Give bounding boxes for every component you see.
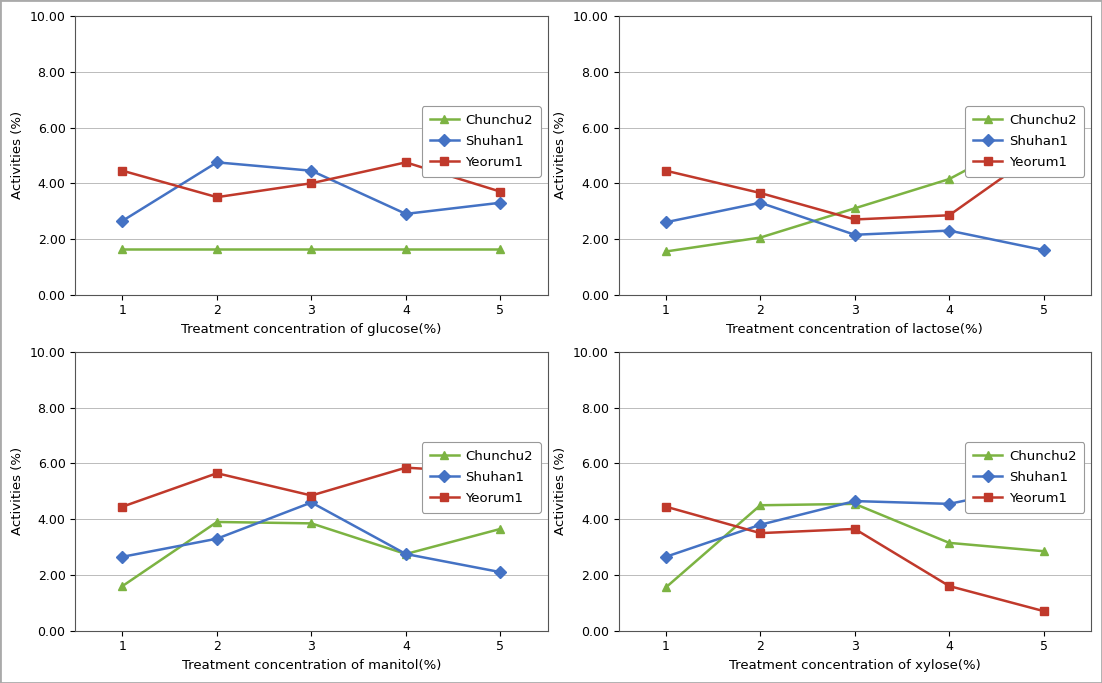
Shuhan1 xyxy=(116,553,129,561)
Yeorum1 xyxy=(116,167,129,175)
Chunchu2 xyxy=(210,518,224,526)
Chunchu2 xyxy=(754,234,767,242)
Y-axis label: Activities (%): Activities (%) xyxy=(11,447,24,535)
Line: Shuhan1: Shuhan1 xyxy=(661,480,1048,561)
Shuhan1 xyxy=(305,167,318,175)
X-axis label: Treatment concentration of manitol(%): Treatment concentration of manitol(%) xyxy=(182,659,441,672)
Yeorum1 xyxy=(754,529,767,538)
Shuhan1 xyxy=(1037,246,1050,254)
Shuhan1 xyxy=(305,499,318,507)
Chunchu2 xyxy=(494,245,507,253)
Yeorum1 xyxy=(399,464,412,472)
Yeorum1 xyxy=(754,189,767,197)
Yeorum1 xyxy=(305,179,318,187)
Legend: Chunchu2, Shuhan1, Yeorum1: Chunchu2, Shuhan1, Yeorum1 xyxy=(422,106,541,177)
Yeorum1 xyxy=(494,469,507,477)
Yeorum1 xyxy=(210,193,224,201)
Chunchu2 xyxy=(942,175,955,183)
Shuhan1 xyxy=(942,227,955,235)
Shuhan1 xyxy=(849,231,862,239)
Line: Chunchu2: Chunchu2 xyxy=(118,518,505,590)
Shuhan1 xyxy=(659,553,672,561)
Chunchu2 xyxy=(659,583,672,591)
Chunchu2 xyxy=(494,525,507,533)
Shuhan1 xyxy=(849,497,862,505)
Yeorum1 xyxy=(659,167,672,175)
Shuhan1 xyxy=(754,199,767,207)
Chunchu2 xyxy=(942,539,955,547)
Line: Chunchu2: Chunchu2 xyxy=(118,245,505,253)
Legend: Chunchu2, Shuhan1, Yeorum1: Chunchu2, Shuhan1, Yeorum1 xyxy=(422,442,541,513)
Yeorum1 xyxy=(849,525,862,533)
Line: Shuhan1: Shuhan1 xyxy=(118,499,505,576)
Yeorum1 xyxy=(399,158,412,167)
Shuhan1 xyxy=(494,568,507,576)
Yeorum1 xyxy=(305,491,318,499)
Shuhan1 xyxy=(399,550,412,558)
Y-axis label: Activities (%): Activities (%) xyxy=(554,447,568,535)
Chunchu2 xyxy=(399,550,412,558)
Shuhan1 xyxy=(942,500,955,508)
Chunchu2 xyxy=(659,247,672,255)
Chunchu2 xyxy=(849,500,862,508)
Chunchu2 xyxy=(116,582,129,590)
Line: Shuhan1: Shuhan1 xyxy=(661,199,1048,254)
Chunchu2 xyxy=(1037,125,1050,133)
Chunchu2 xyxy=(305,245,318,253)
Chunchu2 xyxy=(305,519,318,527)
Chunchu2 xyxy=(754,501,767,510)
Yeorum1 xyxy=(116,503,129,511)
Yeorum1 xyxy=(659,503,672,511)
Legend: Chunchu2, Shuhan1, Yeorum1: Chunchu2, Shuhan1, Yeorum1 xyxy=(965,106,1084,177)
Line: Chunchu2: Chunchu2 xyxy=(661,500,1048,591)
Shuhan1 xyxy=(494,199,507,207)
Chunchu2 xyxy=(399,245,412,253)
Shuhan1 xyxy=(210,535,224,543)
Line: Yeorum1: Yeorum1 xyxy=(661,144,1048,223)
Yeorum1 xyxy=(942,582,955,590)
Chunchu2 xyxy=(210,245,224,253)
Y-axis label: Activities (%): Activities (%) xyxy=(554,111,568,199)
Yeorum1 xyxy=(210,469,224,477)
Shuhan1 xyxy=(399,210,412,218)
Yeorum1 xyxy=(1037,607,1050,615)
Legend: Chunchu2, Shuhan1, Yeorum1: Chunchu2, Shuhan1, Yeorum1 xyxy=(965,442,1084,513)
Shuhan1 xyxy=(116,217,129,225)
Shuhan1 xyxy=(659,218,672,226)
Yeorum1 xyxy=(849,215,862,223)
X-axis label: Treatment concentration of lactose(%): Treatment concentration of lactose(%) xyxy=(726,323,983,336)
X-axis label: Treatment concentration of xylose(%): Treatment concentration of xylose(%) xyxy=(728,659,981,672)
Shuhan1 xyxy=(754,520,767,529)
Line: Yeorum1: Yeorum1 xyxy=(118,464,505,511)
Chunchu2 xyxy=(116,245,129,253)
Line: Chunchu2: Chunchu2 xyxy=(661,125,1048,255)
Chunchu2 xyxy=(1037,547,1050,555)
Yeorum1 xyxy=(942,211,955,219)
Shuhan1 xyxy=(1037,480,1050,488)
X-axis label: Treatment concentration of glucose(%): Treatment concentration of glucose(%) xyxy=(181,323,442,336)
Line: Shuhan1: Shuhan1 xyxy=(118,158,505,225)
Chunchu2 xyxy=(849,204,862,212)
Y-axis label: Activities (%): Activities (%) xyxy=(11,111,24,199)
Shuhan1 xyxy=(210,158,224,167)
Line: Yeorum1: Yeorum1 xyxy=(118,158,505,201)
Line: Yeorum1: Yeorum1 xyxy=(661,503,1048,615)
Yeorum1 xyxy=(494,188,507,196)
Yeorum1 xyxy=(1037,144,1050,152)
